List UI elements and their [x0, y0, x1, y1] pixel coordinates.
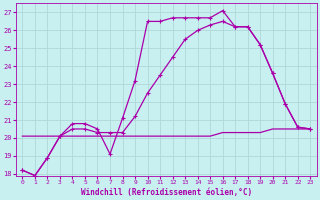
X-axis label: Windchill (Refroidissement éolien,°C): Windchill (Refroidissement éolien,°C)	[81, 188, 252, 197]
